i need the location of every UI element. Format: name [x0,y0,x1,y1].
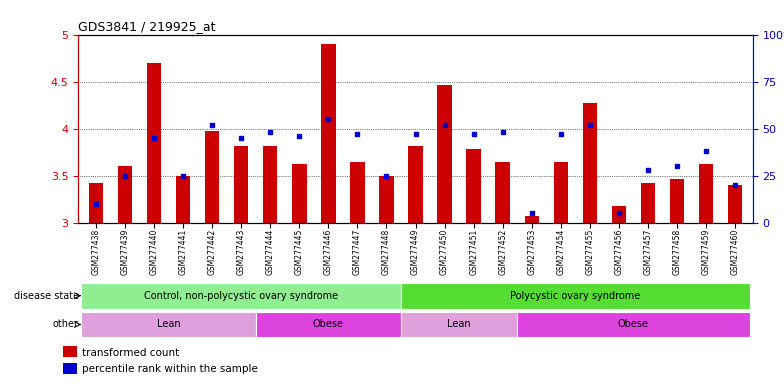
Bar [63,346,77,357]
Bar [63,363,77,374]
Text: Lean: Lean [448,319,471,329]
Bar [612,206,626,223]
Bar [292,164,307,223]
Text: disease state: disease state [14,291,79,301]
Text: transformed count: transformed count [82,348,180,358]
Bar [89,183,103,223]
Bar [408,146,423,223]
Text: other: other [53,319,79,329]
Text: Polycystic ovary syndrome: Polycystic ovary syndrome [510,291,641,301]
Text: Obese: Obese [313,319,344,329]
Bar [437,85,452,223]
Bar [379,176,394,223]
Text: Control, non-polycystic ovary syndrome: Control, non-polycystic ovary syndrome [144,291,338,301]
Bar [82,311,256,338]
Text: Lean: Lean [157,319,180,329]
Text: percentile rank within the sample: percentile rank within the sample [82,364,258,374]
Bar [350,162,365,223]
Bar [321,44,336,223]
Bar [583,103,597,223]
Bar [641,183,655,223]
Bar [401,283,750,309]
Text: GDS3841 / 219925_at: GDS3841 / 219925_at [78,20,216,33]
Bar [728,185,742,223]
Bar [554,162,568,223]
Bar [466,149,481,223]
Bar [176,176,191,223]
Bar [234,146,249,223]
Bar [256,311,401,338]
Bar [147,63,162,223]
Bar [118,166,132,223]
Text: Obese: Obese [618,319,649,329]
Bar [524,216,539,223]
Bar [495,162,510,223]
Bar [82,283,401,309]
Bar [699,164,713,223]
Bar [670,179,684,223]
Bar [401,311,517,338]
Bar [263,146,278,223]
Bar [517,311,750,338]
Bar [205,131,220,223]
